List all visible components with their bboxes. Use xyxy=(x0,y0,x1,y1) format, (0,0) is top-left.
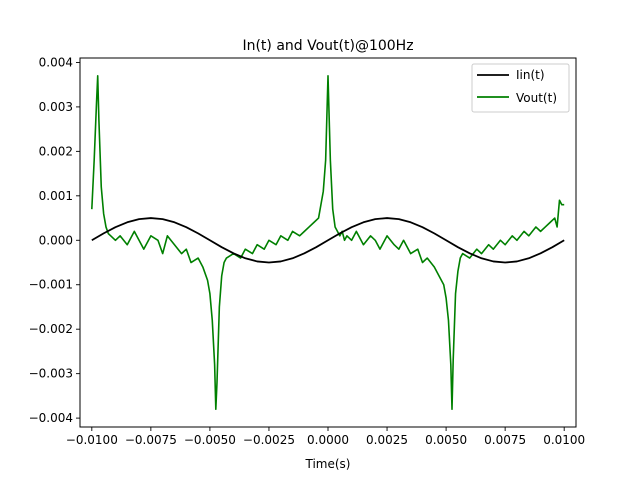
x-tick-label: 0.0000 xyxy=(307,433,349,447)
chart-title: In(t) and Vout(t)@100Hz xyxy=(242,38,413,54)
y-tick-label: −0.004 xyxy=(29,411,73,425)
legend-box xyxy=(471,63,570,113)
x-tick-label: 0.0075 xyxy=(484,433,526,447)
y-tick-label: −0.002 xyxy=(29,322,73,336)
x-tick-label: −0.0050 xyxy=(184,433,236,447)
x-tick-label: −0.0100 xyxy=(66,433,118,447)
y-tick-label: 0.000 xyxy=(39,233,73,247)
x-axis-label: Time(s) xyxy=(305,457,351,471)
y-tick-label: −0.003 xyxy=(29,367,73,381)
y-axis: −0.004 −0.003 −0.002 −0.001 0.000 0.001 0.002 0… xyxy=(29,55,80,425)
y-tick-label: 0.001 xyxy=(39,189,73,203)
x-tick-label: 0.0050 xyxy=(425,433,467,447)
series-line-iin xyxy=(91,217,565,264)
x-tick-label: −0.0075 xyxy=(125,433,177,447)
axes-frame xyxy=(79,57,577,428)
x-tick-label: 0.0025 xyxy=(366,433,408,447)
x-tick-label: 0.0100 xyxy=(543,433,585,447)
y-tick-label: 0.003 xyxy=(39,100,73,114)
legend-label-vout: Vout(t) xyxy=(516,91,557,105)
y-tick-label: 0.002 xyxy=(39,144,73,158)
y-tick-label: 0.004 xyxy=(39,55,73,69)
x-tick-label: −0.0025 xyxy=(243,433,295,447)
y-tick-label: −0.001 xyxy=(29,278,73,292)
x-axis: −0.0100 −0.0075 −0.0050 −0.0025 0.0000 0.0025… xyxy=(66,427,585,447)
legend-label-iin: Iin(t) xyxy=(516,68,545,82)
plot-lines xyxy=(91,74,565,411)
series-line-vout xyxy=(91,74,565,411)
legend: Iin(t) Vout(t) xyxy=(471,63,570,113)
